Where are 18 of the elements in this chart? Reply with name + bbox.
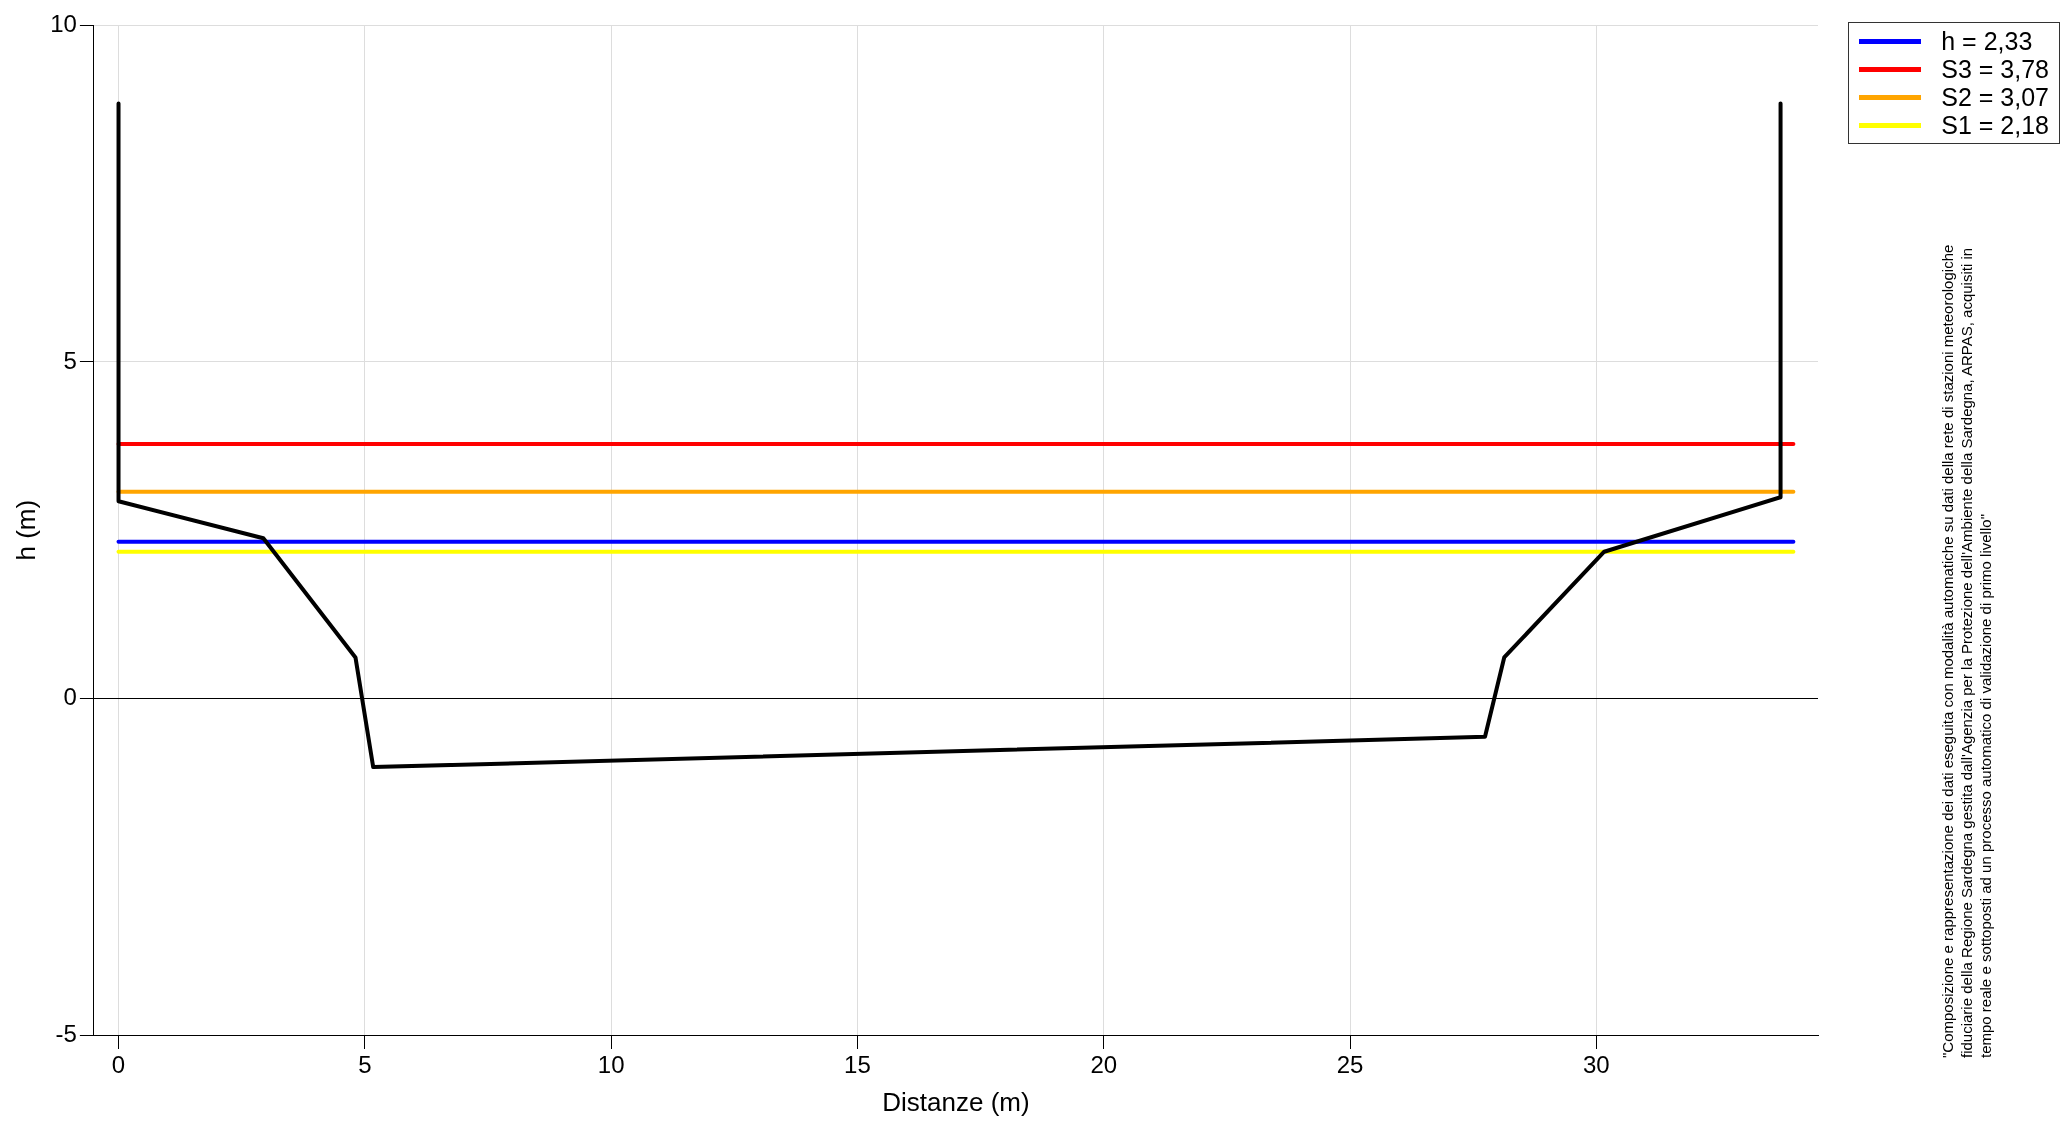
y-tick-label: 5	[63, 346, 77, 374]
y-tick-label: 0	[63, 683, 77, 711]
x-tick-label: 20	[1090, 1051, 1118, 1079]
legend-label: S1 = 2,18	[1941, 110, 2049, 140]
legend-label: S2 = 3,07	[1941, 82, 2049, 112]
x-tick-label: 10	[597, 1051, 625, 1079]
x-tick-label: 25	[1336, 1051, 1364, 1079]
x-tick-label: 15	[844, 1051, 871, 1079]
text: "Composizione e rappresentazione dei dati eseguita con modalità automatiche su dati della rete di stazioni meteorologiche fiduciarie della Regione Sardegna gestita dall'Agenzia per la Protezione dell'Ambiente della Sardegna, ARPAS, acquisiti in tempo reale e sottoposti ad un processo automatico di validazione di primo livello"	[1938, 243, 1995, 1058]
legend-label: S3 = 3,78	[1941, 54, 2049, 84]
y-tick-label: -5	[55, 1019, 77, 1047]
y-axis-title: h (m)	[10, 499, 41, 561]
x-tick-label: 30	[1582, 1051, 1610, 1079]
x-tick-label: 5	[358, 1051, 372, 1079]
y-tick-label: 10	[50, 10, 77, 38]
legend-label: h = 2,33	[1941, 26, 2033, 56]
x-axis-title: Distanze (m)	[882, 1086, 1030, 1117]
x-tick-label: 0	[111, 1051, 126, 1079]
